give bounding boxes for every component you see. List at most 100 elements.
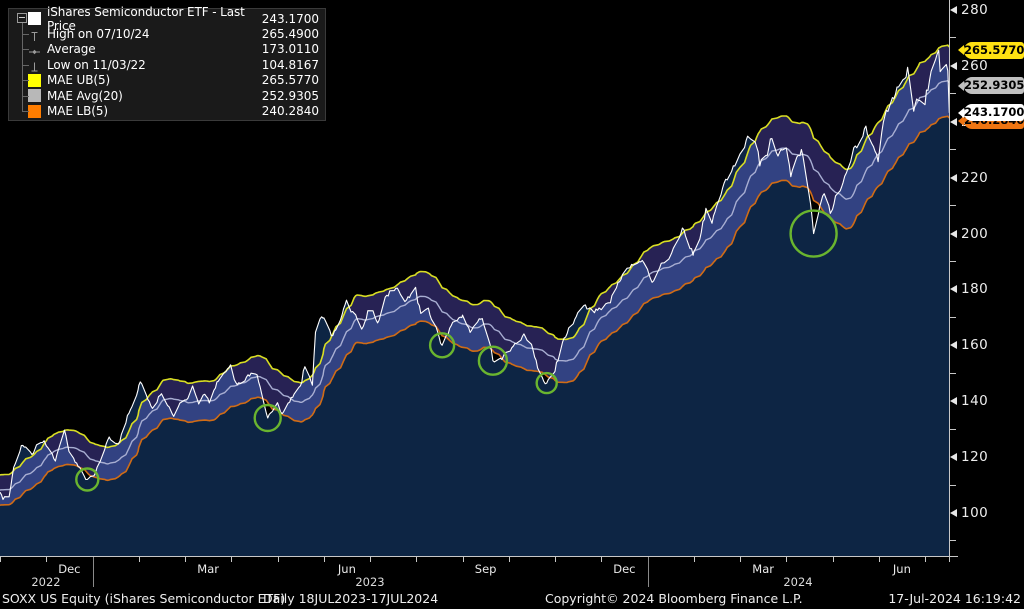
- legend-label: MAE LB(5): [47, 104, 108, 119]
- tick-arrow-icon: [950, 453, 957, 462]
- series-color-swatch: [28, 12, 41, 26]
- legend-panel[interactable]: iShares Semiconductor ETF - Last Price 24…: [8, 5, 326, 121]
- tick-arrow-icon: [950, 117, 957, 126]
- y-axis-label: 140: [961, 393, 989, 410]
- y-axis-minor-tick: [950, 260, 956, 262]
- x-axis-month-label: Mar: [752, 562, 774, 576]
- x-axis-tick: [740, 557, 741, 562]
- legend-label: MAE Avg(20): [47, 88, 123, 103]
- y-axis-label: 180: [961, 281, 989, 298]
- tick-arrow-icon: [950, 285, 957, 294]
- avg-marker-icon: [28, 43, 41, 56]
- y-axis-label: 120: [961, 449, 989, 466]
- tick-arrow-icon: [950, 397, 957, 406]
- legend-row-1[interactable]: iShares Semiconductor ETF - Last Price 24…: [9, 5, 325, 33]
- legend-tree-node: [17, 42, 29, 57]
- y-axis-label: 200: [961, 225, 989, 242]
- price-marker-badge[interactable]: 243.1700: [958, 104, 1024, 122]
- y-axis-minor-tick: [950, 37, 956, 39]
- x-axis-tick: [323, 557, 325, 562]
- annotation-circle[interactable]: [789, 209, 838, 258]
- y-axis-minor-tick: [950, 540, 956, 542]
- x-axis-tick: [832, 557, 834, 562]
- x-axis-line: [0, 556, 958, 557]
- legend-row-6[interactable]: MAE Avg(20) 252.9305: [9, 88, 325, 103]
- legend-value: 252.9305: [261, 88, 319, 103]
- legend-tree-node: [17, 11, 28, 26]
- legend-value: 243.1700: [261, 11, 319, 26]
- legend-tree-node: [17, 57, 29, 72]
- x-axis-tick: [46, 557, 48, 562]
- y-axis-label: 280: [961, 2, 989, 18]
- y-axis-minor-tick: [950, 428, 956, 430]
- x-axis-tick: [601, 557, 603, 562]
- annotation-circle[interactable]: [477, 345, 509, 376]
- timestamp-label: 17-Jul-2024 16:19:42: [888, 591, 1021, 606]
- series-color-swatch: [28, 73, 41, 87]
- legend-label: MAE UB(5): [47, 73, 111, 88]
- x-axis-month-label: Dec: [613, 562, 636, 576]
- price-marker-badge[interactable]: 252.9305: [958, 77, 1024, 95]
- price-marker-badge[interactable]: 265.5770: [958, 41, 1024, 59]
- x-axis-tick: [416, 557, 418, 562]
- x-axis-month-label: Sep: [474, 562, 497, 576]
- y-axis-minor-tick: [950, 372, 956, 374]
- legend-row-4[interactable]: Low on 11/03/22 104.8167: [9, 57, 325, 72]
- tick-arrow-icon: [950, 508, 957, 517]
- tick-arrow-icon: [950, 229, 957, 238]
- mae-upper-band-line[interactable]: [0, 44, 950, 476]
- legend-row-2[interactable]: High on 07/10/24 265.4900: [9, 26, 325, 41]
- x-axis-tick: [508, 557, 510, 562]
- y-axis-minor-tick: [950, 316, 956, 318]
- legend-label: iShares Semiconductor ETF - Last Price: [47, 4, 245, 33]
- legend-tree-node: [17, 103, 29, 118]
- chart-canvas[interactable]: [0, 0, 950, 556]
- tick-arrow-icon: [950, 341, 957, 350]
- x-axis-tick: [925, 557, 926, 562]
- legend-value: 265.5770: [261, 73, 319, 88]
- annotation-circle[interactable]: [253, 403, 282, 433]
- period-label: Daily 18JUL2023-17JUL2024: [263, 591, 439, 606]
- x-axis-tick: [462, 557, 464, 562]
- instrument-label: SOXX US Equity (iShares Semiconductor ET…: [2, 591, 286, 606]
- mae-lower-band-line[interactable]: [0, 115, 950, 506]
- annotation-circle[interactable]: [428, 332, 456, 359]
- time-axis: Dec Mar Jun Sep Dec Mar Jun 2022 2023 2024: [0, 556, 1024, 590]
- x-axis-year-label: 2023: [355, 575, 385, 589]
- legend-value: 104.8167: [261, 57, 319, 72]
- x-axis-tick: [138, 557, 140, 562]
- y-axis-minor-tick: [950, 149, 956, 151]
- legend-tree-node: [17, 73, 29, 88]
- copyright-label: Copyright© 2024 Bloomberg Finance L.P.: [545, 591, 803, 606]
- y-axis-label: 260: [961, 57, 989, 74]
- low-marker-icon: [28, 58, 41, 72]
- annotation-circle[interactable]: [535, 371, 558, 395]
- y-axis-minor-tick: [950, 484, 956, 486]
- badge-tail-icon: [958, 45, 964, 56]
- legend-value: 173.0110: [261, 42, 319, 57]
- y-axis-label: 160: [961, 337, 989, 354]
- legend-row-7[interactable]: MAE LB(5) 240.2840: [9, 103, 325, 118]
- price-chart-plot[interactable]: [0, 0, 950, 556]
- tree-branch-icon: [22, 95, 29, 97]
- x-axis-year-label: 2024: [783, 575, 813, 589]
- annotation-circle[interactable]: [75, 467, 100, 492]
- y-axis-label: 100: [961, 504, 989, 521]
- price-line[interactable]: [0, 49, 950, 501]
- legend-label: High on 07/10/24: [47, 27, 150, 42]
- legend-row-3[interactable]: Average 173.0110: [9, 42, 325, 57]
- x-axis-tick: [878, 557, 880, 562]
- legend-row-5[interactable]: MAE UB(5) 265.5770: [9, 73, 325, 88]
- x-axis-tick: [231, 557, 233, 562]
- tick-arrow-icon: [950, 61, 957, 70]
- high-marker-icon: [28, 28, 41, 41]
- x-axis-month-label: Jun: [337, 562, 356, 576]
- collapse-icon[interactable]: [17, 13, 27, 23]
- series-color-swatch: [28, 89, 41, 103]
- legend-value: 265.4900: [261, 27, 319, 42]
- year-separator: [92, 557, 94, 587]
- legend-label: Low on 11/03/22: [47, 57, 146, 72]
- y-axis-minor-tick: [950, 205, 956, 207]
- tree-branch-icon: [22, 111, 29, 113]
